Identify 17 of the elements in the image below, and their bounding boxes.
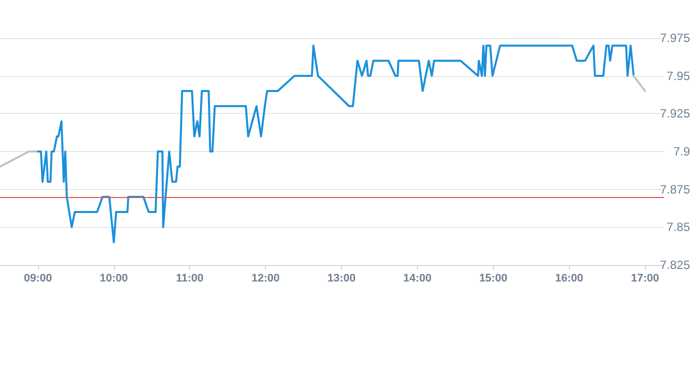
x-tick-label: 10:00 <box>100 272 128 284</box>
x-tick-label: 11:00 <box>176 272 204 284</box>
y-tick-label: 7.9 <box>673 144 690 158</box>
x-tick-label: 15:00 <box>479 272 508 284</box>
x-tick-label: 12:00 <box>252 272 280 284</box>
y-tick-label: 7.925 <box>660 106 690 121</box>
y-tick-label: 7.875 <box>660 182 690 196</box>
y-tick-label: 7.975 <box>660 31 690 45</box>
x-tick-label: 09:00 <box>24 272 52 284</box>
x-tick-label: 14:00 <box>403 272 432 284</box>
x-tick-label: 13:00 <box>327 272 356 284</box>
x-tick-label: 16:00 <box>555 272 584 284</box>
y-tick-label: 7.825 <box>660 258 690 272</box>
line-series <box>36 44 635 244</box>
y-tick-label: 7.85 <box>666 220 690 234</box>
x-tick-label: 17:00 <box>630 272 660 284</box>
y-tick-label: 7.95 <box>666 68 690 83</box>
